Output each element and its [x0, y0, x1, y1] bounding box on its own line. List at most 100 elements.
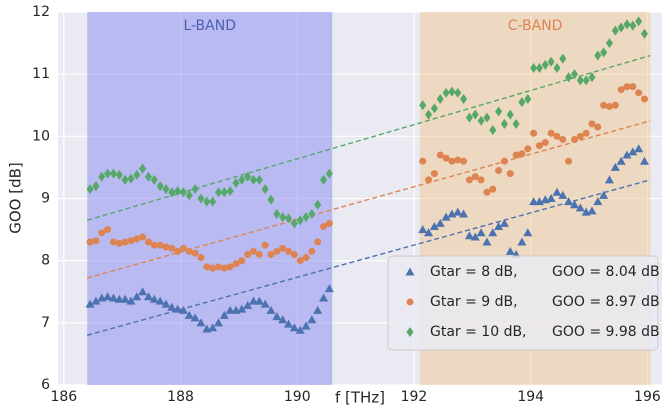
marker	[243, 300, 253, 309]
x-tick-label: 194	[517, 389, 544, 405]
marker	[133, 235, 141, 243]
marker	[109, 168, 117, 179]
marker	[173, 304, 183, 313]
marker	[553, 62, 561, 73]
marker	[553, 132, 561, 140]
marker	[109, 238, 117, 246]
marker	[126, 296, 136, 305]
marker	[559, 135, 567, 143]
marker	[238, 174, 246, 185]
marker	[634, 144, 644, 153]
marker	[640, 28, 648, 39]
marker	[108, 293, 118, 302]
marker	[203, 263, 211, 271]
marker	[249, 174, 257, 185]
marker	[512, 118, 520, 129]
marker	[495, 167, 503, 175]
marker	[524, 94, 532, 105]
marker	[436, 94, 444, 105]
marker	[272, 312, 282, 321]
marker	[144, 171, 152, 182]
marker	[267, 250, 275, 258]
marker	[535, 62, 543, 73]
marker	[547, 129, 555, 137]
marker	[144, 238, 152, 246]
marker	[313, 305, 323, 314]
marker	[307, 315, 317, 324]
marker	[167, 302, 177, 311]
marker	[279, 244, 287, 252]
marker	[320, 174, 328, 185]
marker	[622, 150, 632, 159]
marker	[98, 229, 106, 237]
marker	[308, 247, 316, 255]
marker	[115, 169, 123, 180]
marker	[489, 185, 497, 193]
marker	[604, 175, 614, 184]
marker	[623, 19, 631, 30]
marker	[196, 318, 206, 327]
marker	[244, 171, 252, 182]
marker	[424, 228, 434, 237]
marker	[301, 321, 311, 330]
marker	[617, 22, 625, 33]
marker	[174, 186, 182, 197]
legend-label: Gtar = 8 dB,	[430, 264, 518, 280]
marker	[184, 310, 194, 319]
marker	[179, 187, 187, 198]
marker	[518, 97, 526, 108]
marker	[570, 135, 578, 143]
marker	[495, 106, 503, 117]
marker	[226, 186, 234, 197]
marker	[575, 203, 585, 212]
marker	[499, 218, 509, 227]
marker	[517, 237, 527, 246]
marker	[115, 239, 123, 247]
marker	[267, 194, 275, 205]
marker	[569, 200, 579, 209]
marker	[285, 213, 293, 224]
y-tick-label: 7	[41, 315, 50, 331]
marker	[518, 150, 526, 158]
marker	[639, 156, 649, 165]
legend-label: Gtar = 10 dB,	[430, 324, 527, 340]
marker	[220, 187, 228, 198]
marker	[279, 212, 287, 223]
marker	[232, 177, 240, 188]
marker	[85, 299, 95, 308]
marker	[482, 237, 492, 246]
marker	[226, 263, 234, 271]
marker	[232, 260, 240, 268]
marker	[149, 294, 159, 303]
legend-box	[387, 255, 659, 351]
marker	[121, 238, 129, 246]
marker	[155, 296, 165, 305]
marker	[314, 199, 322, 210]
legend-mean: GOO = 9.98 dB	[552, 324, 660, 340]
marker	[430, 103, 438, 114]
marker	[191, 184, 199, 195]
marker	[594, 50, 602, 61]
marker	[483, 188, 491, 196]
marker	[143, 292, 153, 301]
marker	[295, 325, 305, 334]
marker	[506, 170, 514, 178]
marker	[86, 184, 94, 195]
marker	[425, 176, 433, 184]
marker	[448, 86, 456, 97]
x-axis-label: f [THz]	[335, 389, 385, 407]
marker	[570, 69, 578, 80]
marker	[150, 241, 158, 249]
marker	[629, 83, 637, 91]
marker	[552, 187, 562, 196]
marker	[255, 174, 263, 185]
marker	[430, 170, 438, 178]
marker	[190, 313, 200, 322]
marker	[600, 101, 608, 109]
marker	[588, 120, 596, 128]
marker	[460, 157, 468, 165]
band-label: L-BAND	[183, 18, 236, 34]
marker	[178, 305, 188, 314]
marker	[425, 109, 433, 120]
